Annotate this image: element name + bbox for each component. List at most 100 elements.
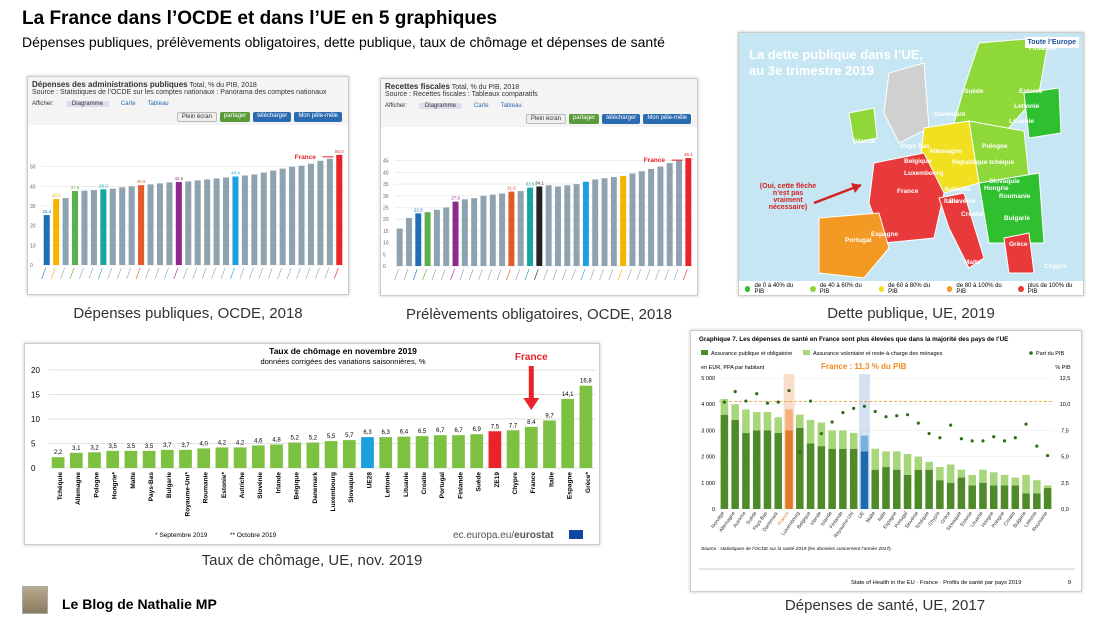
gdp-share-dot: [970, 439, 974, 443]
map-label: France: [897, 188, 919, 195]
x-tick-label: [230, 267, 235, 280]
bar-value-label: 3,1: [72, 446, 81, 452]
x-tick-label: [496, 268, 502, 281]
bar: [480, 195, 487, 266]
bar: [508, 191, 515, 266]
gdp-share-dot: [862, 404, 867, 408]
my-selection-button[interactable]: Mon pêle-mêle: [643, 114, 691, 124]
bar: [657, 166, 664, 266]
bar: [582, 181, 589, 266]
bar-value-label: 40.6: [137, 179, 146, 184]
y-tick-label: 25: [383, 206, 389, 212]
bar-value-label: 3,5: [145, 444, 154, 450]
eu-debt-map: [813, 36, 1062, 279]
y-tick-label: 40: [30, 184, 36, 190]
x-tick-label: [422, 268, 427, 281]
bar-value-label: 14,1: [562, 392, 574, 398]
x-tick-label: ZE19: [494, 472, 501, 488]
gdp-share-dot: [905, 413, 910, 417]
bar: [119, 187, 126, 265]
x-tick-label: [562, 268, 567, 281]
bar: [629, 173, 636, 266]
bar: [676, 160, 683, 266]
bar-public: [1022, 493, 1030, 509]
map-title-line1: La dette publique dans l’UE,: [749, 47, 924, 62]
gdp-share-dot: [884, 415, 888, 419]
bar: [307, 163, 314, 265]
bar-public: [903, 474, 912, 509]
x-tick-label: [506, 268, 511, 281]
bar: [638, 171, 645, 266]
chart-subtitle: Total, % du PIB, 2018: [451, 84, 520, 91]
bar-value-label: 6,9: [473, 427, 482, 433]
bar-value-label: 38.9: [99, 183, 108, 188]
bar: [204, 179, 211, 265]
tab-diagram[interactable]: Diagramme: [418, 103, 462, 109]
my-selection-button[interactable]: Mon pêle-mêle: [294, 112, 342, 122]
map-label: Espagne: [871, 231, 899, 238]
gdp-share-dot: [992, 435, 996, 439]
page-title: La France dans l’OCDE et dans l’UE en 5 …: [22, 8, 498, 29]
bar: [443, 207, 450, 266]
bar: [554, 186, 561, 266]
gdp-share-dot: [733, 390, 737, 394]
x-tick-label: [98, 267, 103, 280]
x-tick-label: [258, 267, 264, 280]
bar: [561, 398, 575, 468]
bar-private: [989, 472, 998, 486]
oecd-spending-chart: 0 10 20 30 40 50 25.4 33.5 37.6 38.9 40.6 42.5 44.4 5…: [28, 125, 348, 294]
bar: [564, 185, 571, 266]
map-label: Chypre: [1044, 263, 1067, 270]
bar: [197, 448, 211, 468]
y-tick-label: 15: [31, 391, 40, 400]
y-tick-label: 30: [30, 204, 36, 210]
caption-unemployment: Taux de chômage, UE, nov. 2019: [201, 552, 423, 569]
bar-private: [720, 398, 729, 415]
gdp-share-dot: [819, 431, 823, 436]
bar: [251, 174, 258, 265]
x-tick-label: [305, 267, 311, 280]
legend-label: Assurance volontaire et reste-à-charge d…: [813, 351, 943, 357]
tab-map[interactable]: Carte: [120, 101, 136, 107]
bar-private: [774, 417, 783, 434]
share-button[interactable]: partager: [219, 112, 251, 122]
map-brand-logo: Toute l’Europe: [1024, 37, 1079, 48]
x-tick-label: [403, 268, 409, 281]
y-tick-label-right: 12,5: [1060, 376, 1071, 382]
bar-public: [968, 485, 976, 509]
bar-public: [752, 430, 761, 509]
download-button[interactable]: télécharger: [253, 112, 292, 122]
bar-private: [1011, 477, 1020, 486]
gdp-share-dot: [1046, 453, 1050, 458]
fullscreen-button[interactable]: Plein écran: [176, 112, 217, 122]
x-tick-label: [220, 267, 226, 280]
legend-label: de 40 à 60% du PIB: [819, 283, 862, 295]
x-tick-label: Luxembourg: [330, 472, 337, 511]
chart-title: Dépenses des administrations publiques: [32, 80, 188, 89]
download-button[interactable]: télécharger: [602, 114, 641, 124]
tab-table[interactable]: Tableau: [147, 101, 169, 107]
bar-private: [860, 435, 869, 452]
x-tick-label: [552, 268, 558, 281]
bar: [306, 442, 320, 468]
x-tick-label: Italie: [548, 472, 555, 487]
bar-value-label: 4,2: [218, 440, 227, 446]
tab-table[interactable]: Tableau: [500, 103, 522, 109]
bar-value-label: 46.1: [684, 152, 693, 157]
bar-value-label: 31.8: [507, 186, 516, 191]
x-tick-label: [69, 267, 75, 280]
tab-map[interactable]: Carte: [473, 103, 489, 109]
share-button[interactable]: partager: [568, 114, 600, 124]
x-tick-label: Portugal: [439, 472, 446, 499]
bar-value-label: 4,6: [254, 438, 263, 444]
tab-diagram[interactable]: Diagramme: [65, 101, 109, 107]
x-tick-label: [617, 268, 623, 281]
chart-title: Recettes fiscales: [385, 82, 450, 91]
x-tick-label: [182, 267, 188, 280]
fullscreen-button[interactable]: Plein écran: [525, 114, 566, 124]
x-tick-label: [599, 268, 604, 281]
x-tick-label: [277, 267, 282, 280]
legend-swatch: [810, 286, 816, 292]
bar: [499, 193, 506, 266]
x-tick-label: [394, 268, 399, 281]
